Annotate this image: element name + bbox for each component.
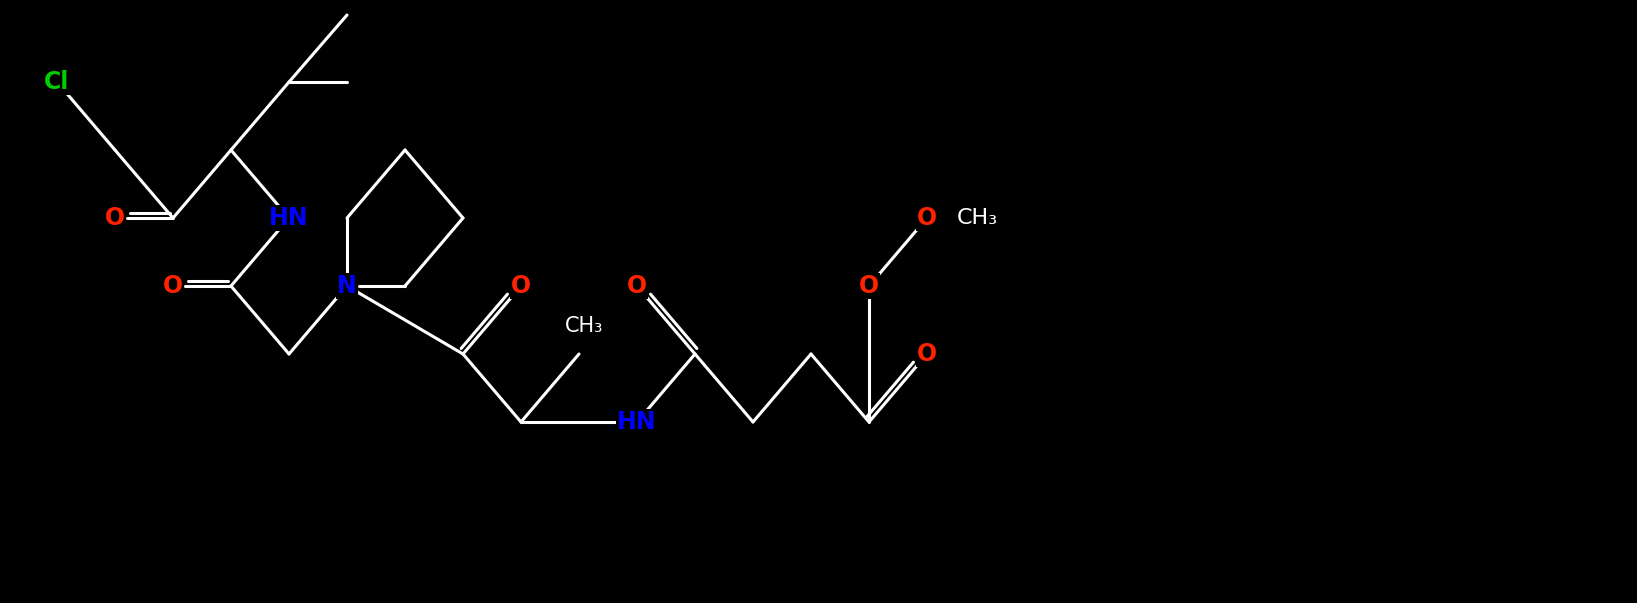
Text: N: N (337, 274, 357, 298)
Text: O: O (164, 274, 183, 298)
Text: CH₃: CH₃ (958, 208, 999, 228)
Text: O: O (917, 206, 936, 230)
Text: O: O (859, 274, 879, 298)
Text: HN: HN (268, 206, 309, 230)
Text: O: O (105, 206, 124, 230)
Text: Cl: Cl (44, 70, 70, 94)
Text: O: O (511, 274, 530, 298)
Text: O: O (917, 342, 936, 366)
Text: CH₃: CH₃ (565, 316, 602, 336)
Text: O: O (627, 274, 647, 298)
Text: HN: HN (617, 410, 656, 434)
